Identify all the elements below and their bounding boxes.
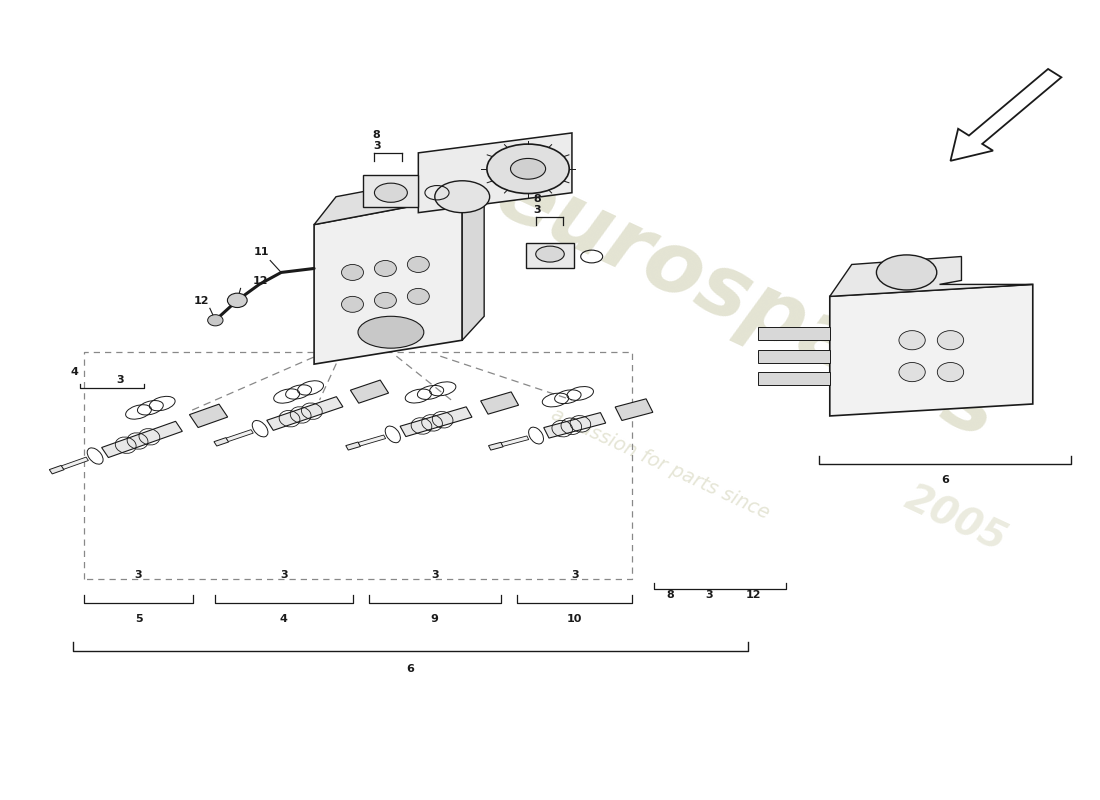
Text: eurospares: eurospares	[483, 152, 1012, 457]
Polygon shape	[359, 435, 386, 446]
Circle shape	[937, 362, 964, 382]
Text: 12: 12	[194, 296, 209, 306]
Circle shape	[341, 265, 363, 281]
Text: 2005: 2005	[899, 479, 1013, 560]
Text: 3: 3	[571, 570, 579, 580]
Text: 3: 3	[117, 375, 123, 385]
Circle shape	[228, 293, 248, 307]
Text: 10: 10	[566, 614, 582, 624]
Ellipse shape	[487, 144, 569, 194]
Text: 3: 3	[134, 570, 142, 580]
Polygon shape	[345, 442, 361, 450]
Text: 11: 11	[254, 246, 270, 257]
Text: 3: 3	[431, 570, 439, 580]
Polygon shape	[462, 169, 484, 340]
Ellipse shape	[374, 183, 407, 202]
Circle shape	[937, 330, 964, 350]
Text: 12: 12	[253, 276, 268, 286]
Text: 8: 8	[534, 194, 541, 204]
Text: 6: 6	[406, 664, 414, 674]
Text: 4: 4	[280, 614, 288, 624]
Polygon shape	[400, 407, 472, 437]
Polygon shape	[502, 436, 529, 446]
Polygon shape	[315, 197, 462, 364]
Circle shape	[208, 314, 223, 326]
Polygon shape	[829, 285, 1033, 416]
Polygon shape	[615, 399, 652, 421]
Polygon shape	[62, 457, 88, 470]
Polygon shape	[759, 350, 829, 362]
Text: 5: 5	[134, 614, 142, 624]
Text: 3: 3	[373, 142, 381, 151]
Circle shape	[899, 362, 925, 382]
Bar	[363, 175, 418, 207]
Polygon shape	[829, 257, 1033, 296]
Circle shape	[899, 330, 925, 350]
Polygon shape	[351, 380, 388, 403]
Polygon shape	[227, 430, 253, 442]
Ellipse shape	[434, 181, 490, 213]
Polygon shape	[189, 404, 228, 427]
Polygon shape	[543, 413, 606, 438]
Ellipse shape	[510, 158, 546, 179]
Polygon shape	[50, 466, 64, 474]
Circle shape	[407, 257, 429, 273]
Text: 3: 3	[534, 206, 540, 215]
Circle shape	[341, 296, 363, 312]
Text: 3: 3	[280, 570, 288, 580]
Ellipse shape	[877, 255, 937, 290]
Polygon shape	[759, 372, 829, 385]
Polygon shape	[101, 422, 183, 458]
Polygon shape	[481, 392, 518, 414]
Text: 12: 12	[745, 590, 761, 600]
Text: a passion for parts since: a passion for parts since	[548, 405, 772, 523]
Text: 4: 4	[72, 367, 79, 377]
Text: 6: 6	[942, 474, 949, 485]
Text: 8: 8	[667, 590, 674, 600]
Bar	[526, 243, 574, 269]
Text: 8: 8	[373, 130, 381, 139]
Circle shape	[374, 292, 396, 308]
Polygon shape	[418, 133, 572, 213]
Polygon shape	[759, 327, 829, 340]
Text: 9: 9	[431, 614, 439, 624]
Polygon shape	[488, 442, 503, 450]
Circle shape	[374, 261, 396, 277]
Ellipse shape	[536, 246, 564, 262]
Text: 3: 3	[705, 590, 713, 600]
Circle shape	[407, 288, 429, 304]
Polygon shape	[315, 169, 484, 225]
Polygon shape	[267, 397, 343, 430]
Polygon shape	[214, 438, 229, 446]
Ellipse shape	[358, 316, 424, 348]
